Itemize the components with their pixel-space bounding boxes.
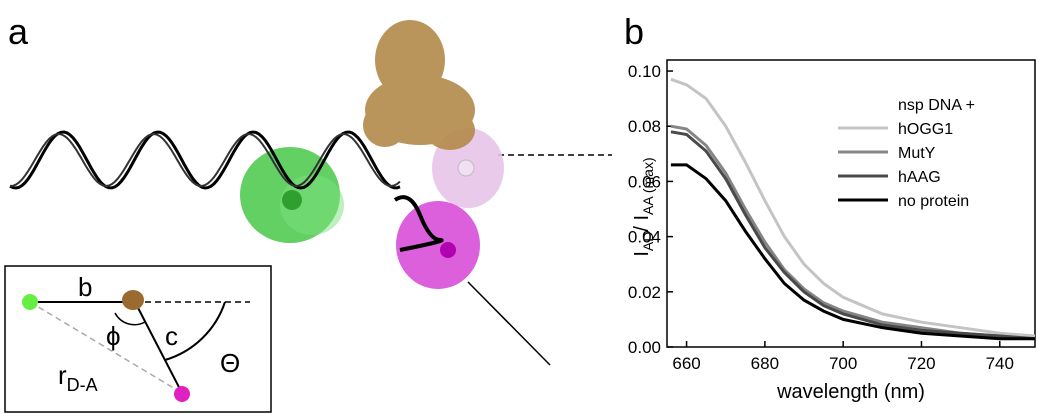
- inset-label: c: [165, 321, 178, 351]
- panel-label: b: [624, 11, 644, 52]
- legend-label: hOGG1: [898, 121, 953, 138]
- series-line: [670, 130, 1036, 341]
- series-line: [670, 163, 1035, 341]
- inset: b ϕ c Θ rD-A: [4, 265, 272, 413]
- y-tick-label: 0.04: [628, 228, 661, 247]
- illustration: [9, 20, 612, 366]
- y-tick-label: 0.06: [628, 172, 661, 191]
- inset-label: ϕ: [106, 321, 121, 351]
- y-tick-label: 0.10: [628, 62, 661, 81]
- y-label-part: AD: [640, 232, 656, 251]
- y-tick-label: 0.00: [628, 338, 661, 357]
- legend-label: MutY: [898, 145, 936, 162]
- y-axis-label: IAD/ IAA (max): [631, 157, 656, 256]
- y-label-part: I: [631, 251, 653, 257]
- x-tick-label: 700: [829, 354, 857, 373]
- x-tick-label: 680: [751, 354, 779, 373]
- plot-frame: [666, 59, 1036, 348]
- legend-title: nsp DNA +: [898, 97, 975, 114]
- inset-label-sub: D-A: [67, 375, 98, 395]
- inset-label: b: [78, 272, 92, 302]
- panel-label: a: [8, 11, 29, 52]
- inset-label: Θ: [220, 348, 240, 378]
- inset-label: rD-A: [58, 360, 98, 395]
- y-label-part: AA (max): [640, 157, 656, 215]
- inset-label: r: [58, 360, 67, 390]
- x-tick-label: 660: [672, 354, 700, 373]
- legend-label: no protein: [898, 193, 969, 210]
- x-tick-label: 740: [986, 354, 1014, 373]
- y-label-part: / I: [631, 215, 653, 232]
- legend-label: hAAG: [898, 169, 941, 186]
- y-tick-label: 0.02: [628, 283, 661, 302]
- x-axis-label: wavelength (nm): [776, 381, 925, 403]
- series-line: [670, 77, 1036, 338]
- series-line: [670, 124, 1036, 341]
- y-tick-label: 0.08: [628, 117, 661, 136]
- x-tick-label: 720: [907, 354, 935, 373]
